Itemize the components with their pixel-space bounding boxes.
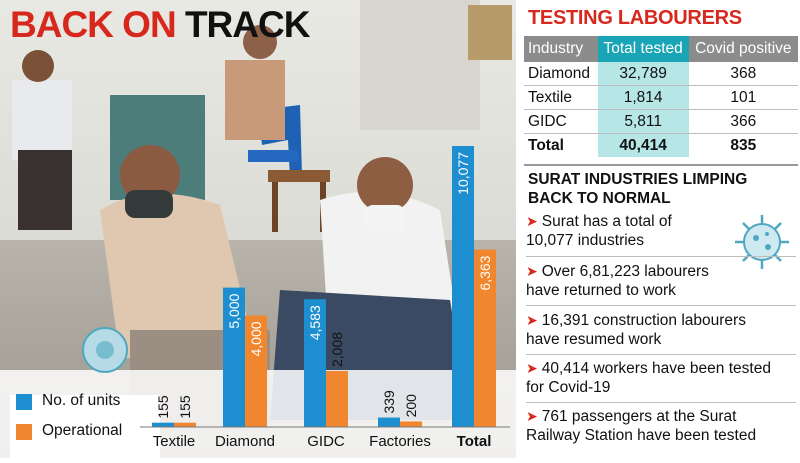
- arrow-icon: ➤: [526, 360, 538, 376]
- legend-swatch-operational: [16, 424, 32, 440]
- cell-tested: 32,789: [597, 62, 689, 86]
- bar-textile-operational: [174, 422, 196, 427]
- legend-item-units: No. of units: [16, 392, 166, 412]
- header-total-tested: Total tested: [597, 36, 689, 62]
- divider: [526, 305, 796, 306]
- table-row: GIDC 5,811 366: [524, 109, 798, 134]
- legend-swatch-units: [16, 394, 32, 410]
- list-item-line1: 16,391 construction labourers: [541, 312, 746, 329]
- list-item-line2: have resumed work: [526, 331, 662, 348]
- list-item-line2: for Covid-19: [526, 379, 611, 396]
- list-item-line1: Over 6,81,223 labourers: [541, 263, 709, 280]
- tick-label: Total: [457, 433, 492, 450]
- arrow-icon: ➤: [526, 213, 538, 229]
- legend-label-operational: Operational: [42, 422, 123, 439]
- legend-item-operational: Operational: [16, 422, 166, 442]
- table-row: Textile 1,814 101: [524, 85, 798, 110]
- list-item: ➤ 16,391 construction labourers have resu…: [526, 311, 796, 349]
- list-item-line2: Railway Station have been tested: [526, 427, 757, 444]
- info-panel: TESTING LABOURERS Industry Total tested …: [516, 0, 800, 458]
- list-item: ➤ 40,414 workers have been tested for Cov…: [526, 359, 796, 397]
- bar-diamond-units: [223, 287, 245, 427]
- data-label: 6,363: [477, 255, 493, 290]
- list-item: ➤ 761 passengers at the Surat Railway Sta…: [526, 407, 796, 445]
- list-item-line1: 40,414 workers have been tested: [541, 360, 771, 377]
- header-industry: Industry: [524, 36, 598, 62]
- list-item-line1: 761 passengers at the Surat: [541, 408, 737, 425]
- divider: [526, 256, 796, 257]
- legend: No. of units Operational: [16, 392, 166, 452]
- list-item-line2: have returned to work: [526, 282, 676, 299]
- divider: [524, 164, 798, 166]
- cell-industry: Textile: [524, 85, 598, 110]
- cell-tested: 40,414: [597, 133, 689, 157]
- data-label: 4,000: [248, 321, 264, 356]
- cell-tested: 1,814: [597, 85, 689, 110]
- testing-title: TESTING LABOURERS: [528, 7, 742, 29]
- testing-header-row: Industry Total tested Covid positive: [524, 36, 798, 62]
- header-covid-positive: Covid positive: [688, 36, 798, 62]
- list-item: ➤ Over 6,81,223 labourers have returned t…: [526, 262, 796, 300]
- data-label: 5,000: [226, 293, 242, 328]
- list-item: ➤ Surat has a total of 10,077 industries: [526, 212, 796, 250]
- table-row-total: Total 40,414 835: [524, 133, 798, 157]
- divider: [526, 354, 796, 355]
- bar-total-units: [452, 146, 474, 427]
- sidebar-title: SURAT INDUSTRIES LIMPING BACK TO NORMAL: [528, 171, 748, 207]
- list-item-line2: 10,077 industries: [526, 232, 645, 249]
- cell-positive: 366: [688, 109, 798, 134]
- bar-gidc-units: [304, 299, 326, 427]
- headline-part2: TRACK: [184, 4, 310, 45]
- data-label: 155: [177, 395, 193, 419]
- bar-factories-units: [378, 417, 400, 427]
- table-row: Diamond 32,789 368: [524, 62, 798, 86]
- arrow-icon: ➤: [526, 408, 538, 424]
- cell-industry: Diamond: [524, 62, 598, 86]
- data-label: 339: [381, 390, 397, 414]
- data-label: 200: [403, 394, 419, 418]
- cell-tested: 5,811: [597, 109, 689, 134]
- tick-label: GIDC: [307, 433, 345, 450]
- tick-label: Diamond: [215, 433, 275, 450]
- arrow-icon: ➤: [526, 312, 538, 328]
- divider: [526, 402, 796, 403]
- bar-total-operational: [474, 249, 496, 427]
- data-label: 10,077: [455, 152, 471, 195]
- bar-chart: 155 155 Textile 5,000 4,000 Diamond 4,583 2,008…: [140, 146, 510, 450]
- data-label: 155: [155, 395, 171, 419]
- testing-table: Industry Total tested Covid positive Dia…: [524, 36, 798, 157]
- headline: BACK ON TRACK: [10, 4, 310, 45]
- cell-positive: 101: [688, 85, 798, 110]
- bar-gidc-operational: [326, 371, 348, 427]
- cell-positive: 835: [730, 136, 757, 154]
- tick-label: Textile: [153, 433, 196, 450]
- photo-chart-panel: BACK ON TRACK 155 155 Textile 5,000 4,000 Dia…: [0, 0, 516, 458]
- cell-industry: GIDC: [524, 109, 598, 134]
- data-label: 2,008: [329, 332, 345, 367]
- bar-diamond-operational: [245, 315, 267, 427]
- bar-textile-units: [152, 422, 174, 427]
- bar-factories-operational: [400, 421, 422, 427]
- tick-label: Factories: [369, 433, 431, 450]
- legend-label-units: No. of units: [42, 392, 121, 409]
- cell-industry: Total: [528, 136, 564, 154]
- headline-part1: BACK ON: [10, 4, 177, 45]
- arrow-icon: ➤: [526, 263, 538, 279]
- list-item-line1: Surat has a total of: [541, 213, 672, 230]
- data-label: 4,583: [307, 305, 323, 340]
- cell-positive: 368: [688, 62, 798, 86]
